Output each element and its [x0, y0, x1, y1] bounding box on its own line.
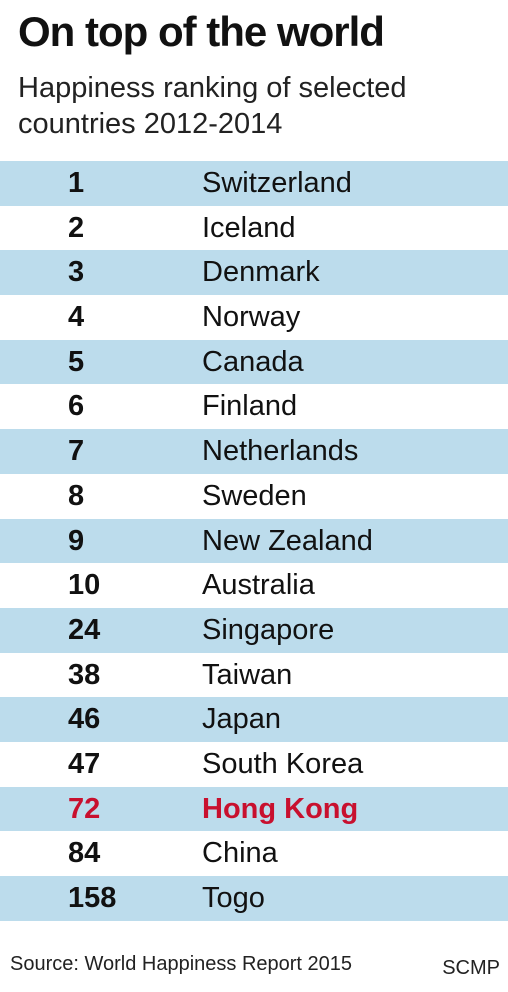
table-row: 4 Norway: [0, 295, 508, 340]
rank-value: 72: [68, 792, 101, 825]
rank-value: 1: [68, 167, 85, 199]
rank-value: 84: [68, 837, 101, 870]
table-row: 158 Togo: [0, 876, 508, 921]
country-name: Iceland: [202, 211, 296, 244]
country-name: Finland: [202, 390, 298, 423]
rank-value: 6: [68, 390, 85, 423]
rank-value: 46: [68, 703, 101, 736]
table-row: 7 Netherlands: [0, 429, 508, 474]
table-row: 6 Finland: [0, 384, 508, 429]
table-row: 2 Iceland: [0, 206, 508, 251]
rank-value: 9: [68, 524, 85, 557]
rank-value: 4: [68, 301, 85, 334]
table-row: 1 Switzerland: [0, 161, 508, 206]
country-name: Japan: [202, 703, 282, 736]
country-name: Netherlands: [202, 435, 359, 468]
country-name: Norway: [202, 301, 301, 334]
country-name: Taiwan: [202, 658, 293, 691]
rank-value: 7: [68, 435, 85, 468]
table-row: 47 South Korea: [0, 742, 508, 787]
rank-value: 8: [68, 479, 85, 512]
table-row: 72 Hong Kong: [0, 786, 508, 832]
rank-value: 24: [68, 613, 101, 646]
ranking-table: 1 Switzerland 2 Iceland 3 Denmark 4 Norway 5 Cana…: [0, 161, 508, 921]
rank-value: 5: [68, 345, 85, 378]
country-name: New Zealand: [202, 524, 373, 557]
country-name: South Korea: [202, 747, 364, 780]
source-note: Source: World Happiness Report 2015: [10, 953, 353, 975]
rank-value: 3: [68, 256, 85, 289]
country-name: Canada: [202, 345, 304, 378]
table-row: 8 Sweden: [0, 474, 508, 519]
rank-value: 47: [68, 747, 101, 780]
country-name: Australia: [202, 569, 315, 602]
table-row: 46 Japan: [0, 697, 508, 742]
rank-value: 10: [68, 569, 101, 602]
country-name: Denmark: [202, 256, 320, 289]
table-row: 38 Taiwan: [0, 653, 508, 698]
chart-title: On top of the world: [18, 8, 385, 55]
country-name: Sweden: [202, 479, 307, 512]
rank-value: 158: [68, 882, 117, 914]
country-name: Switzerland: [202, 167, 352, 199]
table-row: 24 Singapore: [0, 607, 508, 653]
table-row: 3 Denmark: [0, 250, 508, 296]
table-row: 5 Canada: [0, 339, 508, 385]
publisher-credit: SCMP: [442, 957, 500, 979]
table-row: 10 Australia: [0, 563, 508, 608]
chart-subtitle: Happiness ranking of selected countries …: [18, 72, 407, 140]
country-name: Singapore: [202, 613, 335, 646]
table-row: 9 New Zealand: [0, 518, 508, 564]
country-name: Togo: [202, 882, 265, 914]
country-name: China: [202, 837, 278, 870]
rank-value: 38: [68, 658, 101, 691]
table-row: 84 China: [0, 831, 508, 876]
country-name: Hong Kong: [202, 792, 359, 825]
rank-value: 2: [68, 211, 85, 244]
